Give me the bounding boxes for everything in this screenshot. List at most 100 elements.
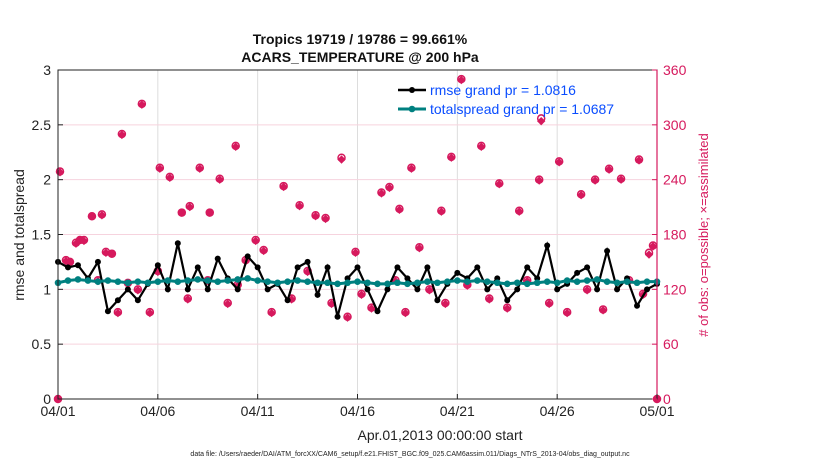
chart-title-line2: ACARS_TEMPERATURE @ 200 hPa <box>241 49 479 65</box>
chart-title-line1: Tropics 19719 / 19786 = 99.661% <box>253 31 468 47</box>
rmse-point <box>424 264 431 271</box>
rmse-point <box>244 253 251 260</box>
right-y-tick-label: 300 <box>663 117 687 133</box>
rmse-point <box>64 264 71 271</box>
rmse-point <box>484 286 491 293</box>
obs-assimilated-marker <box>185 202 194 212</box>
obs-assimilated-point <box>231 142 240 151</box>
rmse-point <box>184 286 191 293</box>
spread-point <box>424 278 431 285</box>
spread-point <box>84 277 92 284</box>
obs-assimilated-marker <box>395 205 404 215</box>
obs-assimilated-point <box>634 156 644 165</box>
x-axis-label: Apr.01,2013 00:00:00 start <box>357 427 522 443</box>
obs-assimilated-point <box>311 212 320 221</box>
spread-point <box>324 279 331 287</box>
obs-assimilated-marker <box>582 286 592 295</box>
spread-point <box>513 279 521 287</box>
legend: rmse grand pr = 1.0816 totalspread grand… <box>398 82 614 117</box>
grid <box>57 70 658 399</box>
obs-assimilated-marker <box>223 299 232 309</box>
obs-assimilated-point <box>97 211 107 220</box>
obs-assimilated-marker <box>457 75 466 85</box>
spread-point <box>464 278 471 285</box>
obs-assimilated-point <box>185 202 194 212</box>
obs-assimilated-marker <box>205 208 214 217</box>
spread-point <box>613 279 621 287</box>
obs-assimilated-marker <box>385 183 394 193</box>
obs-assimilated-marker <box>554 158 564 167</box>
obs-assimilated-point <box>251 236 260 246</box>
spread-point <box>593 276 601 283</box>
obs-assimilated-marker <box>195 164 204 173</box>
rmse-point <box>234 286 241 293</box>
spread-point <box>174 278 182 285</box>
spread-point <box>144 279 152 287</box>
rmse-point <box>404 275 411 282</box>
obs-assimilated-marker <box>536 116 546 126</box>
obs-assimilated-point <box>437 207 446 216</box>
rmse-point <box>164 286 171 293</box>
spread-point <box>244 275 251 282</box>
spread-point <box>563 277 571 284</box>
rmse-point <box>284 297 291 304</box>
rmse-point <box>294 264 301 271</box>
rmse-point <box>114 297 121 304</box>
obs-assimilated-marker <box>534 176 544 185</box>
obs-assimilated-point <box>343 313 352 322</box>
spread-point <box>503 280 511 288</box>
rmse-point <box>264 286 271 293</box>
obs-assimilated-marker <box>97 211 107 220</box>
obs-assimilated-marker <box>113 308 123 318</box>
right-y-axis-label: # of obs: o=possible; ×=assimilated <box>696 133 711 336</box>
right-y-tick-label: 60 <box>663 336 679 352</box>
obs-assimilated-point <box>351 248 360 257</box>
obs-assimilated-point <box>79 236 89 246</box>
spread-point <box>493 279 501 287</box>
rmse-point <box>504 297 511 304</box>
legend-rmse-marker <box>409 87 415 93</box>
spread-point <box>394 279 401 287</box>
obs-assimilated-point <box>321 214 330 224</box>
obs-assimilated-point <box>395 205 404 215</box>
spread-point <box>354 278 361 285</box>
spread-point <box>294 277 301 284</box>
rmse-point <box>544 242 551 249</box>
y-tick-label: 1 <box>43 281 51 297</box>
obs-assimilated-marker <box>425 286 434 295</box>
spread-point <box>633 279 641 287</box>
obs-assimilated-point <box>87 212 97 221</box>
spread-point <box>583 277 591 284</box>
obs-assimilated-point <box>223 299 232 309</box>
obs-assimilated-marker <box>321 214 330 224</box>
obs-assimilated-marker <box>515 207 524 216</box>
y-tick-label: 2 <box>43 172 51 188</box>
rmse-point <box>124 286 131 293</box>
obs-assimilated-marker <box>259 246 268 256</box>
rmse-point <box>514 286 521 293</box>
obs-assimilated-point <box>367 304 376 313</box>
obs-assimilated-point <box>648 242 658 251</box>
spread-point <box>533 279 541 287</box>
rmse-point <box>214 255 221 262</box>
obs-assimilated-point <box>407 164 416 173</box>
spread-point <box>74 276 82 283</box>
spread-point <box>64 277 72 284</box>
rmse-point <box>154 262 161 269</box>
axis-ticks: 04/01 04/06 04/11 04/16 04/21 04/26 05/0100.51… <box>32 62 687 419</box>
obs-assimilated-marker <box>407 164 416 173</box>
obs-assimilated-marker <box>598 306 608 315</box>
obs-assimilated-point <box>477 142 486 151</box>
obs-assimilated-marker <box>79 236 89 246</box>
obs-assimilated-marker <box>279 182 288 192</box>
obs-assimilated-marker <box>357 290 366 300</box>
spread-point <box>104 277 112 284</box>
rmse-point <box>634 302 641 309</box>
obs-assimilated-marker <box>576 191 586 200</box>
obs-assimilated-marker <box>87 212 97 221</box>
obs-assimilated-marker <box>107 249 117 258</box>
obs-assimilated-point <box>515 207 524 216</box>
x-tick-label: 04/11 <box>241 403 275 419</box>
rmse-point <box>384 286 391 293</box>
